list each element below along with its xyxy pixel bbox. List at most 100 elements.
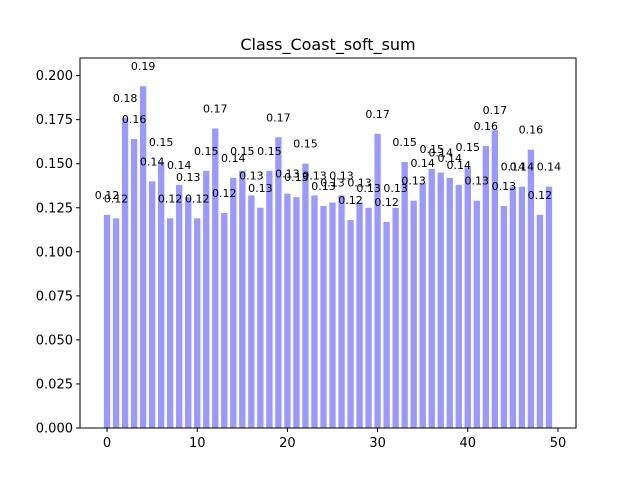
x-axis: 0 10 20 30 40 50 <box>103 428 566 451</box>
bar-value-label: 0.15 <box>230 145 255 158</box>
bar-value-label: 0.12 <box>528 189 553 202</box>
bar <box>500 206 508 428</box>
bar-value-label: 0.14 <box>428 147 453 160</box>
bar-value-label: 0.13 <box>356 182 381 195</box>
bar-value-label: 0.13 <box>329 169 354 182</box>
bar <box>392 207 399 428</box>
bar-value-label: 0.13 <box>311 180 336 193</box>
bar-value-label: 0.15 <box>456 141 481 154</box>
bar <box>248 195 255 428</box>
bar-value-label: 0.15 <box>293 138 318 151</box>
bar <box>130 139 138 429</box>
y-tick-label: 0.150 <box>36 157 73 172</box>
bar <box>194 218 201 428</box>
bar-value-label: 0.14 <box>437 152 462 165</box>
bar-value-label: 0.12 <box>338 194 363 207</box>
bar-value-label: 0.13 <box>284 171 309 184</box>
bar-value-label: 0.13 <box>401 175 426 188</box>
bar <box>148 181 156 428</box>
bar-value-label: 0.14 <box>140 155 165 168</box>
bar <box>338 195 345 428</box>
bar <box>329 202 336 428</box>
bar <box>257 207 264 428</box>
bar-value-label: 0.12 <box>374 196 399 209</box>
bar <box>455 184 462 428</box>
bar-value-label: 0.15 <box>194 145 219 158</box>
bar-value-label: 0.13 <box>492 180 517 193</box>
bar-value-label: 0.16 <box>474 120 499 133</box>
x-tick-label: 20 <box>279 436 296 451</box>
bar <box>139 86 147 428</box>
bar-value-label: 0.13 <box>465 175 490 188</box>
bar <box>221 213 228 428</box>
bar-value-label: 0.14 <box>221 152 246 165</box>
bar-series <box>103 86 553 429</box>
bar-value-label: 0.13 <box>275 168 300 181</box>
bar-value-label: 0.18 <box>113 92 138 105</box>
y-tick-label: 0.125 <box>36 201 73 216</box>
bar-value-label: 0.15 <box>392 136 417 149</box>
bar-value-label: 0.13 <box>347 176 372 189</box>
bar-value-label: 0.15 <box>257 145 282 158</box>
bar-value-label: 0.13 <box>383 182 408 195</box>
bar-value-label: 0.14 <box>447 159 472 172</box>
bar <box>428 169 435 428</box>
x-tick-label: 0 <box>103 436 111 451</box>
bar <box>284 193 291 428</box>
bar <box>356 202 363 428</box>
y-tick-label: 0.000 <box>36 422 73 437</box>
bar <box>275 137 282 429</box>
bar <box>410 200 417 428</box>
bar-value-label: 0.16 <box>122 113 147 126</box>
bar-value-label: 0.13 <box>320 176 345 189</box>
bar <box>509 186 517 428</box>
x-tick-label: 40 <box>460 436 477 451</box>
bar-value-label: 0.15 <box>149 136 174 149</box>
bar-value-label: 0.12 <box>158 192 183 205</box>
bar-value-label: 0.13 <box>239 169 264 182</box>
bar-value-label: 0.12 <box>95 189 120 202</box>
bar <box>158 161 165 428</box>
x-tick-label: 50 <box>550 436 567 451</box>
bar-value-label: 0.14 <box>501 161 526 174</box>
bar-value-label: 0.13 <box>176 171 201 184</box>
bar-value-label: 0.17 <box>483 104 508 117</box>
bar <box>212 128 219 428</box>
bar <box>176 184 183 428</box>
bar <box>320 206 327 428</box>
bar <box>536 214 544 428</box>
bar <box>266 170 273 428</box>
bar <box>230 177 237 428</box>
bar <box>112 218 120 428</box>
y-tick-label: 0.100 <box>36 245 73 260</box>
bar <box>347 220 354 428</box>
bar <box>103 214 111 428</box>
y-tick-label: 0.200 <box>36 69 73 84</box>
bar <box>302 163 309 428</box>
bar <box>419 183 426 428</box>
bar-value-label: 0.16 <box>519 124 544 137</box>
bar <box>473 200 480 428</box>
y-tick-label: 0.175 <box>36 113 73 128</box>
bar <box>545 186 553 428</box>
bar-value-label: 0.17 <box>365 108 390 121</box>
x-tick-label: 30 <box>369 436 386 451</box>
bar <box>446 177 453 428</box>
bar-value-label: 0.15 <box>419 143 444 156</box>
bar <box>383 221 390 428</box>
y-tick-label: 0.050 <box>36 333 73 348</box>
bar <box>482 146 489 428</box>
y-tick-label: 0.025 <box>36 377 73 392</box>
data-labels: 0.120.120.180.160.190.140.150.120.140.13… <box>95 60 561 209</box>
bar-value-label: 0.12 <box>185 192 210 205</box>
bar <box>167 218 174 428</box>
bar-value-label: 0.14 <box>510 161 535 174</box>
plot-frame <box>79 57 577 429</box>
bar-value-label: 0.14 <box>537 161 562 174</box>
bar-value-label: 0.19 <box>131 60 156 73</box>
bar-value-label: 0.13 <box>248 182 273 195</box>
bar-value-label: 0.14 <box>167 159 192 172</box>
bar <box>365 207 372 428</box>
bar <box>239 170 246 428</box>
bar <box>491 130 498 428</box>
